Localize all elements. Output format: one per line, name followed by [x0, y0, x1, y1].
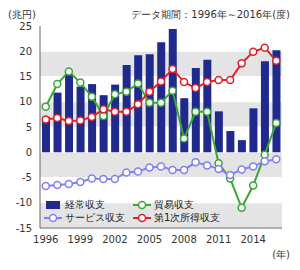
html-text:第1次所得収支: 第1次所得収支: [154, 211, 221, 223]
html-text:(兆円): (兆円): [8, 9, 36, 20]
svg-text:20: 20: [19, 46, 32, 57]
svg-text:2002: 2002: [102, 234, 127, 245]
html-text:貿易収支: 貿易収支: [154, 198, 194, 210]
svg-text:10: 10: [19, 96, 32, 107]
html-text:(年): (年): [272, 249, 290, 260]
svg-text:15: 15: [19, 71, 32, 82]
html-text:経常収支: 経常収支: [65, 198, 105, 210]
svg-text:-15: -15: [16, 223, 32, 234]
html-text:サービス収支: サービス収支: [65, 211, 125, 223]
svg-text:2008: 2008: [171, 234, 196, 245]
svg-text:1996: 1996: [33, 234, 58, 245]
svg-text:-5: -5: [22, 172, 32, 183]
svg-text:0: 0: [26, 147, 32, 158]
svg-text:25: 25: [19, 21, 32, 32]
svg-text:2014: 2014: [240, 234, 265, 245]
svg-text:2011: 2011: [206, 234, 231, 245]
svg-text:1999: 1999: [68, 234, 93, 245]
html-text:データ期間：1996年～2016年(度): データ期間：1996年～2016年(度): [131, 9, 290, 20]
svg-text:-10: -10: [16, 197, 32, 208]
svg-text:5: 5: [26, 122, 32, 133]
svg-text:2005: 2005: [137, 234, 162, 245]
